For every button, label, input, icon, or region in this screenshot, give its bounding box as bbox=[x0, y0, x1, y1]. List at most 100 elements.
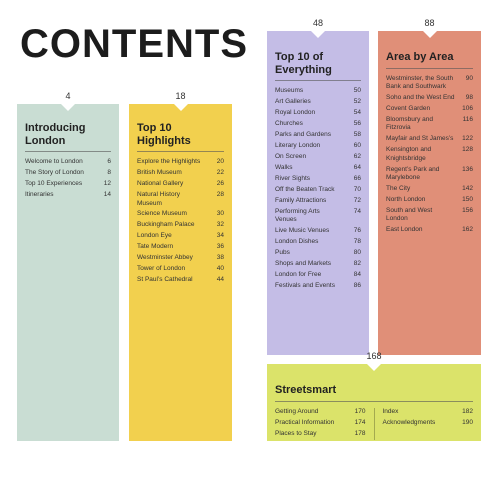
toc-entry[interactable]: Off the Beaten Track 70 bbox=[267, 186, 369, 194]
toc-entry[interactable]: Museums 50 bbox=[267, 87, 369, 95]
toc-entry[interactable]: Index 182 bbox=[375, 408, 482, 416]
toc-entry-page: 182 bbox=[462, 407, 473, 415]
toc-entry-page: 44 bbox=[216, 276, 224, 284]
toc-entry-page: 156 bbox=[462, 206, 473, 214]
toc-entry[interactable]: North London 150 bbox=[378, 196, 481, 204]
toc-entry-page: 162 bbox=[462, 226, 473, 234]
section-divider bbox=[275, 400, 473, 402]
toc-entry[interactable]: Tate Modern 36 bbox=[129, 243, 232, 251]
section-notch bbox=[173, 104, 188, 111]
toc-entry-page: 52 bbox=[353, 98, 361, 106]
section-page-number: 48 bbox=[312, 18, 323, 28]
toc-entry-label: The Story of London bbox=[25, 169, 84, 177]
toc-entry[interactable]: South and West London 156 bbox=[378, 207, 481, 224]
toc-entry-page: 72 bbox=[353, 196, 361, 204]
toc-entry-label: Natural History Museum bbox=[137, 191, 180, 207]
toc-entry-page: 78 bbox=[353, 237, 361, 245]
toc-entry[interactable]: Itineraries 14 bbox=[17, 191, 119, 199]
toc-entry-label: Regent’s Park and Marylebone bbox=[386, 165, 440, 182]
toc-entry-label: Getting Around bbox=[275, 407, 319, 415]
section-top-10-of-everything: 48 Top 10 of Everything Museums 50 Art Gal… bbox=[267, 18, 369, 355]
toc-entry-label: Acknowledgments bbox=[382, 418, 436, 426]
toc-entry-label: Science Museum bbox=[137, 210, 187, 218]
toc-entry-page: 136 bbox=[462, 165, 473, 173]
toc-entry[interactable]: Soho and the West End 98 bbox=[378, 94, 481, 102]
toc-entry[interactable]: Buckingham Palace 32 bbox=[129, 221, 232, 229]
toc-entry-label: St Paul’s Cathedral bbox=[137, 276, 193, 284]
toc-entry-label: Welcome to London bbox=[25, 158, 83, 166]
section-notch bbox=[61, 104, 75, 111]
toc-entry[interactable]: Parks and Gardens 58 bbox=[267, 131, 369, 139]
toc-entry-label: Festivals and Events bbox=[275, 281, 335, 289]
toc-entry-page: 98 bbox=[465, 94, 473, 102]
toc-entry[interactable]: Pubs 80 bbox=[267, 249, 369, 257]
toc-entry-label: London Dishes bbox=[275, 237, 319, 245]
toc-entry[interactable]: Natural History Museum 28 bbox=[129, 191, 232, 208]
toc-entry-page: 106 bbox=[462, 104, 473, 112]
toc-entry[interactable]: Bloomsbury and Fitzrovia 116 bbox=[378, 116, 481, 133]
toc-entry-page: 58 bbox=[353, 131, 361, 139]
toc-entry-label: South and West London bbox=[386, 206, 433, 223]
toc-entry-page: 150 bbox=[462, 195, 473, 203]
toc-entry-label: On Screen bbox=[275, 152, 307, 160]
toc-entry-page: 86 bbox=[353, 281, 361, 289]
toc-entry[interactable]: Top 10 Experiences 12 bbox=[17, 180, 119, 188]
toc-entry[interactable]: Family Attractions 72 bbox=[267, 197, 369, 205]
toc-entry[interactable]: British Museum 22 bbox=[129, 169, 232, 177]
toc-entry[interactable]: The Story of London 8 bbox=[17, 169, 119, 177]
toc-entry-page: 84 bbox=[353, 270, 361, 278]
toc-entry[interactable]: Science Museum 30 bbox=[129, 210, 232, 218]
toc-entry[interactable]: London Dishes 78 bbox=[267, 238, 369, 246]
toc-entry[interactable]: Tower of London 40 bbox=[129, 265, 232, 273]
toc-entry[interactable]: River Sights 66 bbox=[267, 175, 369, 183]
toc-entry-page: 32 bbox=[216, 221, 224, 229]
toc-entry-label: Westminster, the South Bank and Southwar… bbox=[386, 74, 454, 91]
section-page-number: 88 bbox=[424, 18, 435, 28]
toc-entry[interactable]: Churches 56 bbox=[267, 120, 369, 128]
toc-entry[interactable]: Welcome to London 6 bbox=[17, 158, 119, 166]
toc-entry-label: Index bbox=[382, 407, 399, 415]
toc-entry[interactable]: Practical Information 174 bbox=[267, 419, 374, 427]
toc-entry[interactable]: East London 162 bbox=[378, 226, 481, 234]
toc-entry[interactable]: Westminster, the South Bank and Southwar… bbox=[378, 75, 481, 92]
toc-entry-page: 74 bbox=[353, 207, 361, 215]
section-heading: Streetsmart bbox=[275, 384, 337, 396]
toc-entry[interactable]: Live Music Venues 76 bbox=[267, 227, 369, 235]
toc-entry[interactable]: The City 142 bbox=[378, 185, 481, 193]
toc-entry[interactable]: Kensington and Knightsbridge 128 bbox=[378, 146, 481, 163]
section-page-number: 168 bbox=[366, 351, 382, 361]
toc-entry-label: Literary London bbox=[275, 141, 321, 149]
toc-entry[interactable]: Acknowledgments 190 bbox=[375, 419, 482, 427]
toc-entry[interactable]: Explore the Highlights 20 bbox=[129, 158, 232, 166]
toc-entry-label: Performing Arts Venues bbox=[275, 207, 320, 224]
toc-entry-page: 26 bbox=[216, 180, 224, 188]
toc-entry-page: 38 bbox=[216, 254, 224, 262]
toc-entry-label: Off the Beaten Track bbox=[275, 185, 335, 193]
toc-entry[interactable]: London for Free 84 bbox=[267, 271, 369, 279]
toc-entry-label: Parks and Gardens bbox=[275, 131, 332, 139]
toc-entry[interactable]: Performing Arts Venues 74 bbox=[267, 208, 369, 225]
toc-entry[interactable]: Getting Around 170 bbox=[267, 408, 374, 416]
toc-entry[interactable]: National Gallery 26 bbox=[129, 180, 232, 188]
toc-entry-label: Covent Garden bbox=[386, 104, 431, 112]
section-streetsmart: 168 Streetsmart Getting Around 170 Practic… bbox=[267, 351, 482, 441]
toc-entry[interactable]: Mayfair and St James’s 122 bbox=[378, 135, 481, 143]
toc-entry[interactable]: Festivals and Events 86 bbox=[267, 282, 369, 290]
toc-entry[interactable]: On Screen 62 bbox=[267, 153, 369, 161]
toc-entry-page: 178 bbox=[354, 429, 366, 437]
toc-entry[interactable]: Walks 64 bbox=[267, 164, 369, 172]
toc-entry[interactable]: Westminster Abbey 38 bbox=[129, 254, 232, 262]
toc-entry[interactable]: Royal London 54 bbox=[267, 109, 369, 117]
toc-entry-label: Explore the Highlights bbox=[137, 158, 201, 166]
toc-entry[interactable]: Literary London 60 bbox=[267, 142, 369, 150]
toc-entry[interactable]: Art Galleries 52 bbox=[267, 98, 369, 106]
toc-entry[interactable]: Shops and Markets 82 bbox=[267, 260, 369, 268]
toc-entry-page: 50 bbox=[353, 87, 361, 95]
toc-entry[interactable]: Regent’s Park and Marylebone 136 bbox=[378, 166, 481, 183]
toc-entry[interactable]: St Paul’s Cathedral 44 bbox=[129, 276, 232, 284]
toc-entry[interactable]: Places to Stay 178 bbox=[267, 430, 374, 438]
toc-entry[interactable]: London Eye 34 bbox=[129, 232, 232, 240]
toc-entry-page: 12 bbox=[103, 180, 111, 188]
toc-entry-label: Practical Information bbox=[275, 418, 335, 426]
toc-entry[interactable]: Covent Garden 106 bbox=[378, 105, 481, 113]
